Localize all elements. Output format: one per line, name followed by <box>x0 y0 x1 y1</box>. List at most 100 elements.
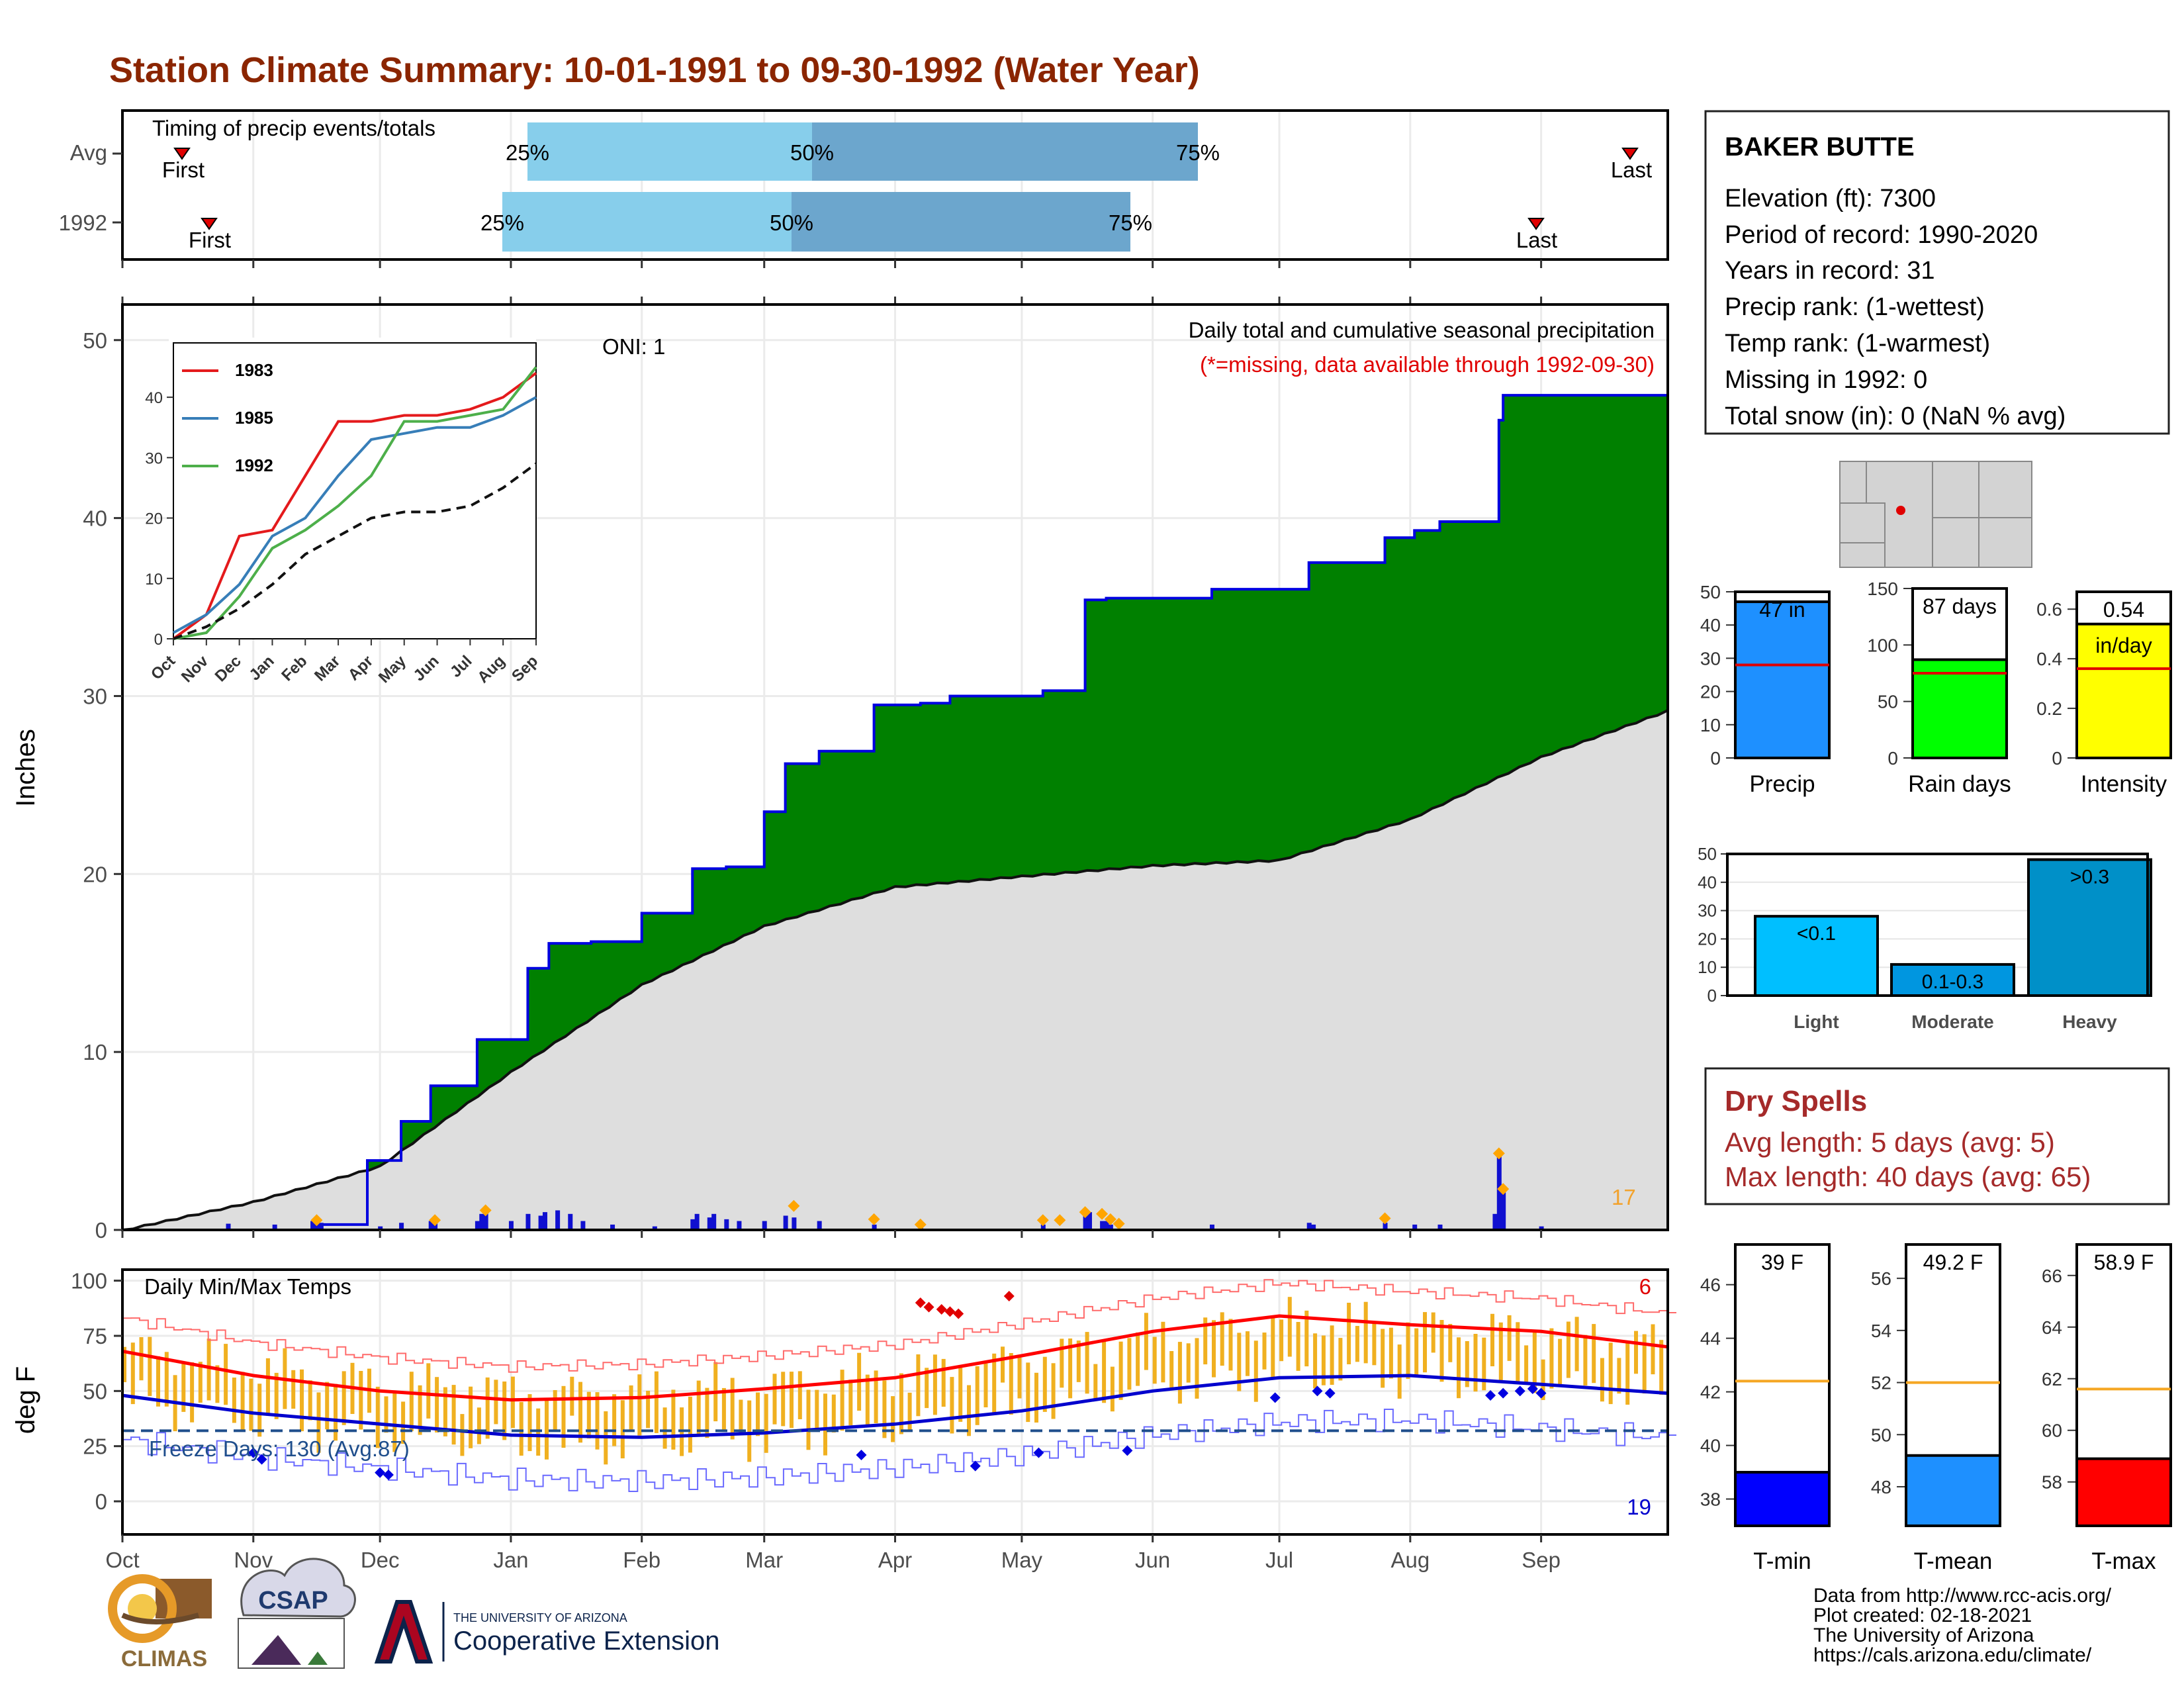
inset-line-1992 <box>173 366 537 640</box>
daily-temp-bar <box>1473 1334 1478 1392</box>
intensity-ytick-label: 0 <box>2052 748 2062 769</box>
daily-temp-bar <box>451 1385 456 1445</box>
daily-temp-bar <box>831 1394 836 1432</box>
ua-big-text: Cooperative Extension <box>453 1626 719 1656</box>
daily-temp-bar <box>224 1344 228 1405</box>
tmax-ytick-label: 62 <box>2042 1369 2062 1389</box>
daily-temp-bar <box>1608 1342 1613 1405</box>
timing-title: Timing of precip events/totals <box>152 116 435 140</box>
daily-temp-bar <box>1118 1341 1123 1400</box>
month-label-nov: Nov <box>234 1548 273 1572</box>
daily-precip-bar <box>762 1221 767 1230</box>
daily-temp-bar <box>1406 1322 1410 1380</box>
daily-precip-bar <box>1311 1224 1316 1230</box>
footer-line-2: Plot created: 02-18-2021 <box>1813 1605 2032 1626</box>
station-precip-rank: Precip rank: (1-wettest) <box>1725 293 1985 321</box>
tmean-bar <box>1905 1454 2001 1527</box>
daily-temp-bar <box>1625 1343 1630 1405</box>
daily-temp-bar <box>1279 1319 1284 1362</box>
daily-temp-bar <box>1195 1338 1199 1399</box>
daily-temp-bar <box>950 1377 954 1434</box>
daily-temp-bar <box>249 1378 253 1431</box>
temp-ylabel: deg F <box>11 1366 40 1434</box>
raindays-ytick-label: 100 <box>1867 635 1898 655</box>
average-precip-area <box>122 710 1668 1230</box>
daily-temp-bar <box>696 1380 701 1436</box>
month-label-jul: Jul <box>1265 1548 1293 1572</box>
tmean-ytick-label: 54 <box>1871 1321 1891 1341</box>
daily-precip-bar <box>568 1213 573 1230</box>
inset-legend-label: 1985 <box>235 408 273 428</box>
intensity-ytick-label: 0.6 <box>2036 599 2062 620</box>
daily-temp-bar <box>341 1371 346 1425</box>
events-bar-label: >0.3 <box>2070 867 2109 888</box>
precip-ytick-label: 0 <box>1710 748 1721 769</box>
tmax-bar <box>2075 1457 2172 1527</box>
daily-temp-bar <box>418 1385 422 1435</box>
daily-temp-bar <box>756 1392 760 1436</box>
intensity-category-label: Intensity <box>2081 771 2167 797</box>
precip-event-marker <box>868 1213 880 1225</box>
precip-ytick-label: 30 <box>1700 648 1721 669</box>
daily-temp-bar <box>1600 1358 1604 1402</box>
precip-event-marker <box>1054 1214 1066 1227</box>
footer-text: Data from http://www.rcc-acis.org/ Plot … <box>1813 1585 2112 1666</box>
precip-subtitle: Daily total and cumulative seasonal prec… <box>1189 318 1655 342</box>
daily-temp-bar <box>1482 1337 1486 1391</box>
daily-precip-bar <box>711 1213 717 1230</box>
daily-temp-bar <box>1144 1313 1148 1370</box>
events-frame <box>1726 853 2149 997</box>
daily-temp-bar <box>1490 1313 1494 1366</box>
daily-precip-bar <box>792 1217 797 1230</box>
daily-precip-bar <box>1083 1212 1088 1230</box>
events-ytick-label: 40 <box>1698 872 1717 892</box>
daily-temp-bar <box>1203 1317 1208 1365</box>
daily-temp-bar <box>190 1362 195 1423</box>
daily-temp-bar <box>1507 1315 1512 1361</box>
daily-precip-bar <box>555 1210 561 1230</box>
daily-temp-bar <box>401 1401 406 1444</box>
station-info-box: BAKER BUTTE Elevation (ft): 7300 Period … <box>1704 110 2170 435</box>
daily-precip-bar <box>318 1223 324 1230</box>
daily-temp-bar <box>975 1366 979 1425</box>
daily-temp-bar <box>797 1371 802 1419</box>
daily-temp-bar <box>1574 1317 1579 1372</box>
precip-event-marker <box>1497 1183 1510 1196</box>
timing-q2-1992 <box>792 192 1130 252</box>
tmean-category-label: T-mean <box>1914 1548 1993 1574</box>
daily-temp-bar <box>1549 1328 1554 1389</box>
timing-last-marker-1992 <box>1527 218 1545 230</box>
intensity-unit-label: in/day <box>2095 633 2152 657</box>
precip-panel: 0 10 20 30 40 50 Inches Daily total and cumul… <box>11 303 1669 1243</box>
timing-first-label-avg: First <box>162 158 205 182</box>
daily-temp-bar <box>1457 1337 1461 1399</box>
station-snow: Total snow (in): 0 (NaN % avg) <box>1725 402 2066 430</box>
page-title: Station Climate Summary: 10-01-1991 to 0… <box>109 50 1200 90</box>
daily-temp-bar <box>840 1370 844 1431</box>
daily-precip-bar <box>1108 1224 1113 1230</box>
timing-first-marker-avg <box>173 148 191 160</box>
events-bar-label: 0.1-0.3 <box>1922 971 1983 993</box>
daily-temp-bar <box>1246 1331 1250 1376</box>
daily-temp-bar <box>629 1385 633 1430</box>
daily-temp-bar <box>865 1374 870 1427</box>
footer-line-4: https://cals.arizona.edu/climate/ <box>1813 1644 2092 1666</box>
daily-temp-bar <box>409 1372 414 1432</box>
month-label-aug: Aug <box>1390 1548 1430 1572</box>
precip-ytick-label: 50 <box>1700 582 1721 602</box>
locator-map <box>1839 461 2032 568</box>
daily-temp-bar <box>772 1374 777 1425</box>
daily-temp-bar <box>206 1338 211 1401</box>
daily-temp-bar <box>1448 1324 1453 1362</box>
daily-temp-bar <box>882 1380 887 1438</box>
daily-temp-bar <box>781 1372 786 1427</box>
daily-temp-bar <box>1388 1327 1393 1379</box>
daily-temp-bar <box>1617 1358 1621 1394</box>
daily-temp-bar <box>1651 1324 1655 1375</box>
timing-1992-25-label: 25% <box>480 211 524 235</box>
events-category-label: Light <box>1794 1011 1839 1032</box>
daily-precip-bar <box>694 1213 700 1230</box>
precip-ytick-label: 10 <box>83 1040 107 1064</box>
daily-temp-bar <box>1381 1329 1385 1388</box>
